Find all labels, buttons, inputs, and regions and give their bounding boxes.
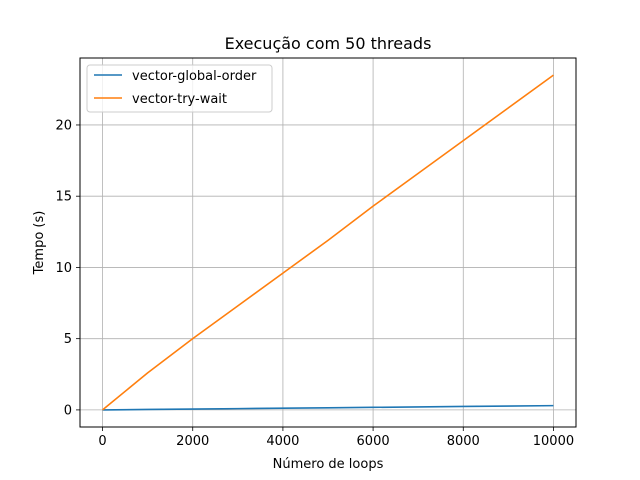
grid [80,58,576,427]
series-line-vector-global-order [102,404,554,411]
x-tick-label: 4000 [266,434,299,449]
x-axis-label: Número de loops [273,457,384,472]
legend-label-vector-global-order: vector-global-order [132,69,257,84]
legend-label-vector-try-wait: vector-try-wait [132,92,227,107]
y-tick-label: 5 [64,332,72,347]
chart-title: Execução com 50 threads [225,34,432,53]
plot-area-frame [79,57,577,428]
legend: vector-global-order vector-try-wait [86,64,273,113]
y-tick-label: 15 [55,190,72,205]
y-tick-label: 20 [55,118,72,133]
y-tick-label: 0 [64,403,72,418]
ticks: 0 2000 4000 6000 8000 10000 0 5 10 15 20 [55,118,574,449]
legend-box [86,64,273,113]
x-tick-label: 8000 [447,434,480,449]
x-tick-label: 2000 [176,434,209,449]
x-tick-label: 0 [98,434,106,449]
series-lines [102,74,554,411]
x-tick-label: 6000 [357,434,390,449]
series-line-vector-try-wait [102,74,554,411]
y-tick-label: 10 [55,261,72,276]
x-tick-label: 10000 [533,434,574,449]
y-axis-label: Tempo (s) [32,211,47,276]
